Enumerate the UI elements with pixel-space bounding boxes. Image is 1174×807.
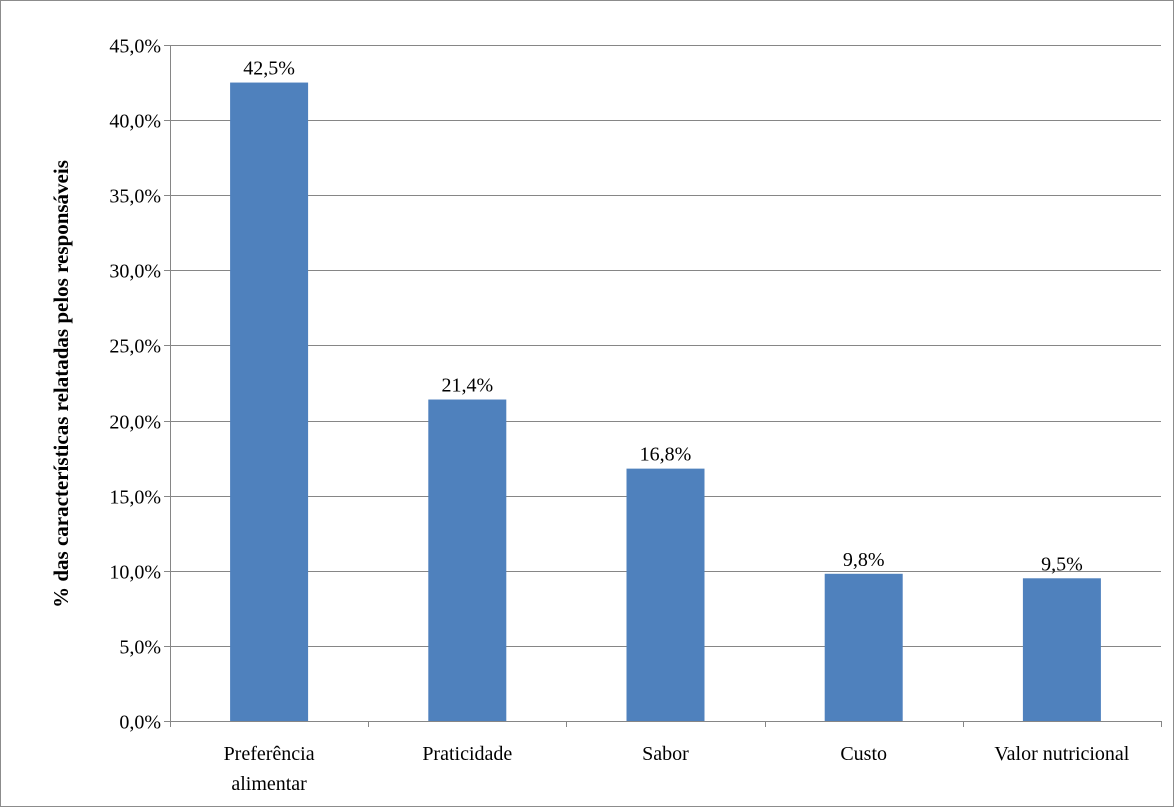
bars (230, 82, 1101, 722)
bar (230, 82, 309, 722)
data-label: 9,8% (843, 549, 885, 571)
data-label: 9,5% (1041, 553, 1083, 575)
y-tick-labels: 0,0% 5,0% 10,0% 15,0% 20,0% 25,0% 30,0% 35,0% 40… (109, 36, 161, 734)
axes (164, 45, 1162, 727)
y-tick-label: 25,0% (109, 336, 161, 358)
y-tick-label: 35,0% (109, 186, 161, 208)
data-label: 42,5% (243, 58, 295, 80)
y-tick-label: 20,0% (109, 412, 161, 434)
y-tick-label: 10,0% (109, 562, 161, 584)
data-label: 16,8% (640, 444, 692, 466)
y-tick-label: 45,0% (109, 36, 161, 58)
x-category-labels: Preferência alimentar Praticidade Sabor Cust… (224, 743, 1130, 795)
x-category-label: Valor nutricional (994, 743, 1129, 765)
y-tick-label: 0,0% (119, 712, 161, 734)
y-tick-label: 5,0% (119, 637, 161, 659)
x-category-label: Preferência alimentar (224, 743, 315, 795)
data-labels: 42,5% 21,4% 16,8% 9,8% 9,5% (243, 58, 1082, 576)
x-category-label: Praticidade (422, 743, 512, 765)
bar (824, 573, 903, 721)
y-tick-label: 30,0% (109, 261, 161, 283)
x-category-label: Sabor (642, 743, 689, 765)
y-tick-label: 40,0% (109, 111, 161, 133)
y-axis-label: % das características relatadas pelos re… (49, 160, 73, 608)
bar (1022, 578, 1101, 721)
y-tick-label: 15,0% (109, 487, 161, 509)
x-category-label: Custo (840, 743, 887, 765)
bar (428, 399, 507, 721)
data-label: 21,4% (441, 375, 493, 397)
gridlines (170, 45, 1161, 647)
bar (626, 468, 705, 721)
